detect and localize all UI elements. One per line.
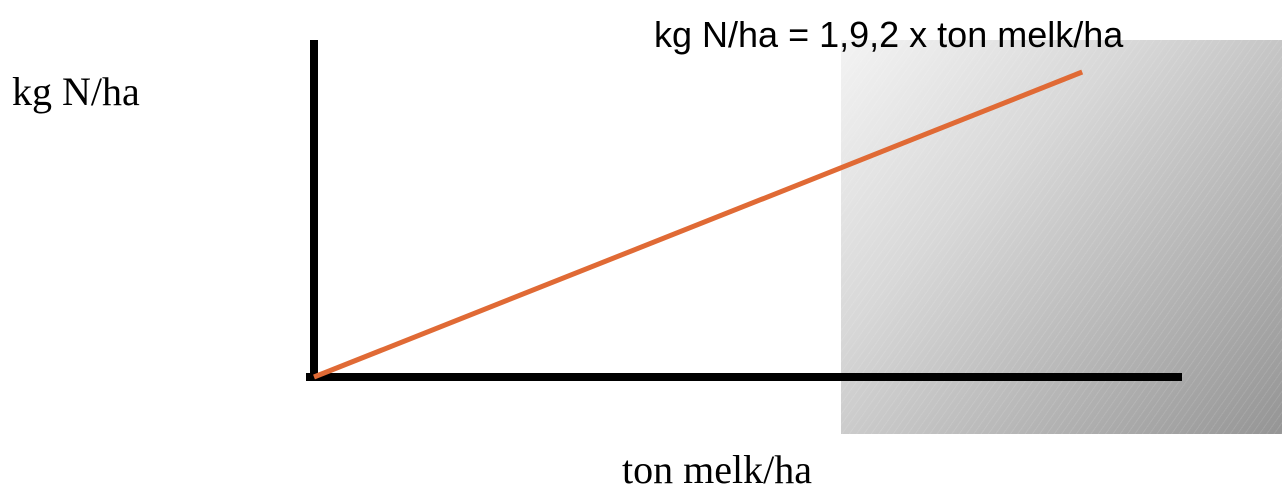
series-line-0 bbox=[313, 69, 1084, 380]
x-axis-label: ton melk/ha bbox=[622, 447, 812, 492]
equation-annotation: kg N/ha = 1,9,2 x ton melk/ha bbox=[654, 14, 1124, 55]
y-axis-label: kg N/ha bbox=[12, 69, 140, 114]
shaded-background-panel bbox=[841, 40, 1282, 434]
